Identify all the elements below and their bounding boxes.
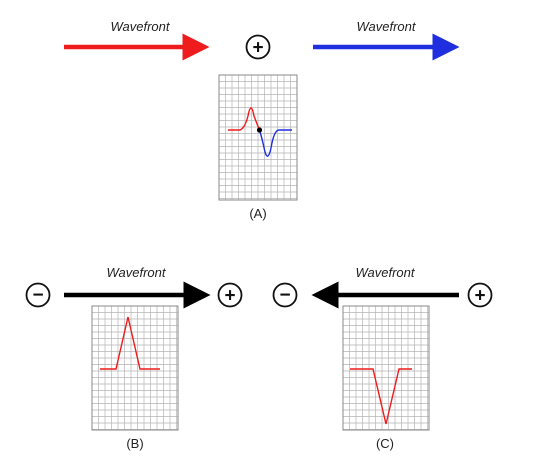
negative-sign: − xyxy=(279,285,290,306)
grid-border xyxy=(91,305,179,431)
wavefront-label-bottom-right: Wavefront xyxy=(355,265,415,280)
ecg-trace-negative-deflection xyxy=(350,368,412,425)
panel-label-b: (B) xyxy=(126,436,143,451)
ecg-grid-b xyxy=(91,305,179,431)
grid-border xyxy=(218,74,298,201)
isoelectric-point-dot xyxy=(256,127,263,133)
wavefront-label-bottom-left: Wavefront xyxy=(106,265,166,280)
negative-electrode-c: − xyxy=(272,282,298,308)
panel-label-a: (A) xyxy=(249,206,266,221)
wavefront-label-top-right: Wavefront xyxy=(356,19,416,34)
electrode-circle xyxy=(217,282,243,308)
positive-sign: + xyxy=(474,286,485,307)
positive-sign: + xyxy=(224,286,235,307)
ecg-grid-c xyxy=(342,305,430,431)
top-section: Wavefront + Wavefront (A) xyxy=(64,19,460,221)
negative-sign: − xyxy=(32,285,43,306)
electrode-circle xyxy=(25,282,51,308)
electrode-circle xyxy=(272,282,298,308)
grid-border xyxy=(342,305,430,431)
panel-label-c: (C) xyxy=(376,436,394,451)
ecg-trace-positive-deflection xyxy=(100,316,160,370)
electrode-circle xyxy=(467,282,493,308)
ecg-trace-negative-part xyxy=(258,129,292,157)
positive-electrode-top: + xyxy=(245,34,271,60)
positive-electrode-b: + xyxy=(217,282,243,308)
ecg-grid-a xyxy=(218,74,298,201)
electrode-circle xyxy=(245,34,271,60)
wavefront-label-top-left: Wavefront xyxy=(110,19,170,34)
bottom-right-section: Wavefront − + (C) xyxy=(272,265,493,451)
ecg-trace-positive-part xyxy=(228,107,261,131)
positive-sign: + xyxy=(252,38,263,59)
bottom-left-section: Wavefront − + (B) xyxy=(25,265,243,451)
positive-electrode-c: + xyxy=(467,282,493,308)
negative-electrode-b: − xyxy=(25,282,51,308)
